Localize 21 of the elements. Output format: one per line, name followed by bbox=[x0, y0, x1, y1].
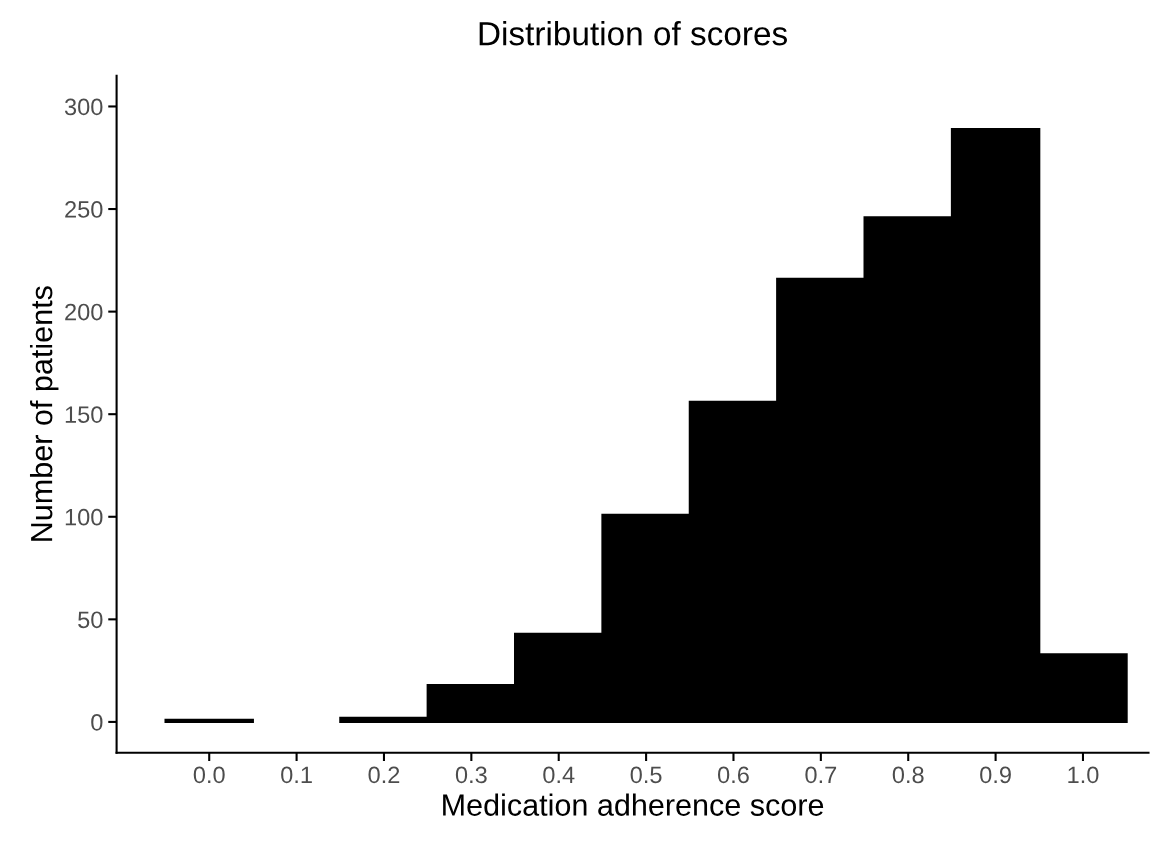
y-tick-label: 0 bbox=[91, 713, 103, 731]
x-tick-label: 0.6 bbox=[717, 766, 749, 784]
chart-title: Distribution of scores bbox=[479, 20, 787, 46]
x-tick-label: 0.9 bbox=[980, 766, 1011, 784]
x-tick-label: 0.7 bbox=[805, 766, 837, 784]
x-tick-label: 0.1 bbox=[281, 766, 312, 784]
y-tick-label: 50 bbox=[78, 611, 103, 629]
x-tick-label: 0.3 bbox=[455, 766, 487, 784]
y-tick-label: 100 bbox=[65, 508, 103, 526]
x-tick-label: 0.2 bbox=[368, 766, 400, 784]
x-tick-label: 0.4 bbox=[543, 766, 575, 784]
x-tick-label: 0.5 bbox=[630, 766, 662, 784]
x-tick-label: 0.0 bbox=[193, 766, 225, 784]
x-tick-label: 1.0 bbox=[1068, 766, 1099, 784]
y-axis-title: Number of patients bbox=[29, 286, 59, 541]
y-tick-label: 250 bbox=[65, 201, 103, 218]
y-tick-label: 300 bbox=[64, 98, 103, 116]
y-tick-label: 150 bbox=[65, 406, 103, 423]
x-axis-title: Medication adherence score bbox=[443, 793, 824, 816]
x-tick-label: 0.8 bbox=[892, 766, 924, 784]
y-tick-label: 200 bbox=[65, 303, 103, 321]
